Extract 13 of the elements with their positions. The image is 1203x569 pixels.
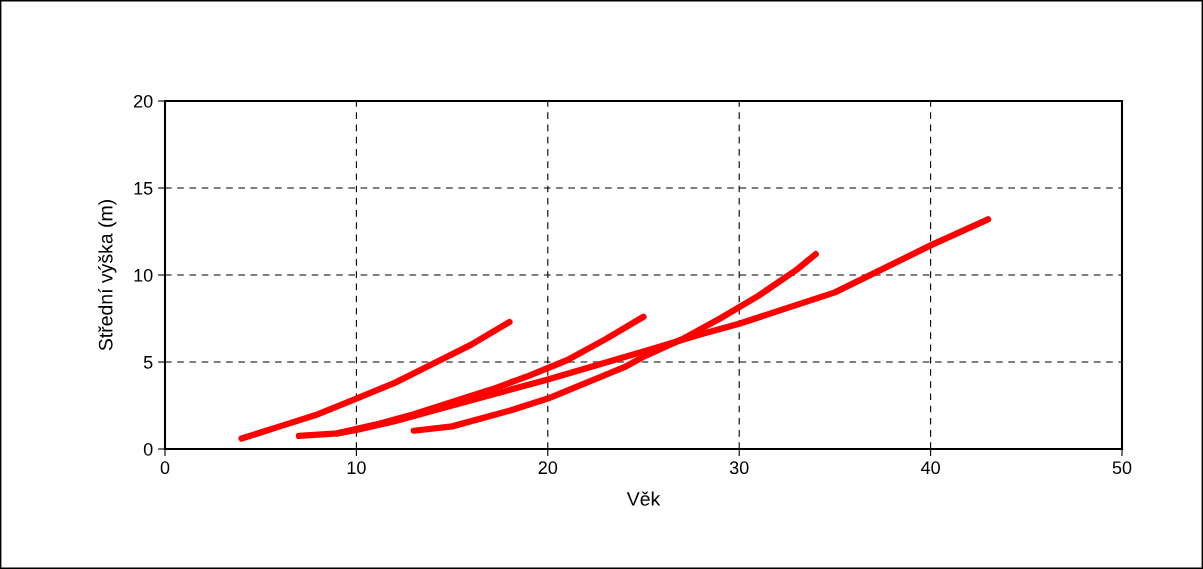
y-tick-label: 5 [143, 356, 153, 369]
x-tick-label: 10 [347, 461, 366, 475]
x-tick-label: 0 [160, 461, 170, 475]
x-tick-label: 20 [538, 461, 558, 475]
y-tick-label: 20 [134, 94, 153, 108]
y-tick-label: 15 [134, 182, 153, 195]
y-tick-label: 0 [143, 442, 153, 456]
x-tick-label: 40 [920, 461, 940, 475]
x-tick-label: 50 [1112, 461, 1132, 475]
y-tick-label: 10 [134, 268, 153, 282]
x-tick-label: 30 [729, 461, 749, 475]
y-axis-title: Střední výška (m) [98, 200, 117, 351]
x-axis-title: Věk [626, 491, 661, 506]
